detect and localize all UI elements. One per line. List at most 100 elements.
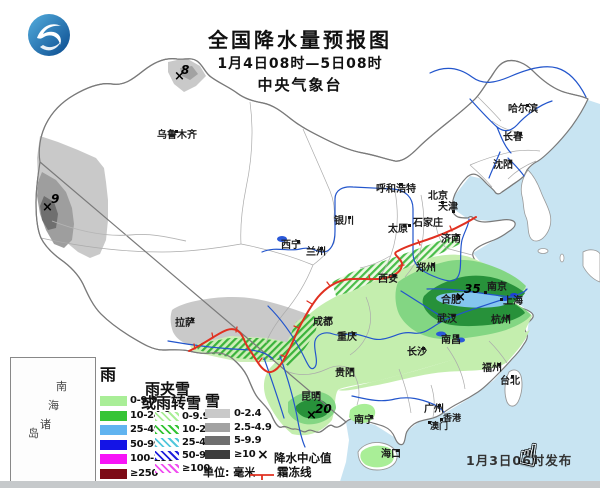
city-label: 西安	[378, 274, 398, 285]
mekong-river	[279, 355, 306, 448]
city-dot	[509, 160, 512, 163]
city-label: 南宁	[354, 415, 374, 426]
legend-sleet-swatch	[155, 438, 179, 447]
city-label: 济南	[441, 234, 461, 245]
rain-area-hainan	[360, 445, 395, 468]
city-dot	[452, 314, 455, 317]
legend-sleet-range-label: 50-99.9	[182, 450, 223, 461]
province-boundaries	[40, 96, 541, 418]
taiwan-island	[504, 369, 523, 407]
city-label: 郑州	[416, 263, 436, 274]
city-label: 上海	[503, 296, 523, 307]
city-dot	[440, 418, 443, 421]
pearl-river	[351, 395, 445, 413]
inset-sea-char: 诸	[40, 418, 51, 431]
huai-river	[426, 288, 522, 299]
city-label: 长春	[503, 132, 523, 143]
city-dot	[526, 104, 529, 107]
city-dot	[403, 224, 406, 227]
legend-snow-range-label: 0-2.4	[234, 408, 262, 419]
city-label: 石家庄	[413, 218, 443, 229]
inset-sea-char: 海	[48, 399, 59, 412]
precip-center-symbol: ×	[257, 447, 269, 463]
city-dot	[438, 404, 441, 407]
legend-sleet-header-1: 雨夹雪	[145, 380, 191, 398]
han-river	[400, 290, 445, 319]
city-dot	[441, 201, 444, 204]
legend-rain-swatch	[100, 425, 127, 435]
city-dot	[456, 234, 459, 237]
city-label: 海口	[381, 449, 401, 460]
city-dot	[370, 415, 373, 418]
city-dot	[519, 132, 522, 135]
yalu-river	[507, 157, 525, 177]
legend-snow-swatch	[205, 422, 230, 432]
frost-line-symbol	[249, 466, 275, 485]
city-label: 兰州	[306, 247, 326, 258]
page-title: 全国降水量预报图	[208, 28, 392, 52]
city-dot	[348, 216, 351, 219]
korea-peninsula	[520, 169, 552, 242]
city-label: 银川	[334, 216, 354, 227]
city-dot	[456, 295, 459, 298]
city-dot	[399, 183, 402, 186]
legend-rain-header: 雨	[100, 365, 117, 384]
legend-sleet-swatch	[155, 425, 179, 434]
city-dot	[428, 421, 431, 424]
city-dot	[297, 240, 300, 243]
city-dot	[350, 368, 353, 371]
city-label: 香港	[443, 414, 462, 424]
snow-area-north-xinjiang-core	[180, 66, 198, 80]
tsushima-island	[559, 253, 565, 263]
city-label: 天津	[438, 202, 458, 213]
bottom-edge-bar	[0, 481, 600, 488]
legend-rain-swatch	[100, 454, 127, 464]
city-dot	[422, 347, 425, 350]
city-dot	[456, 335, 459, 338]
snow-area-west-xinjiang	[37, 136, 108, 258]
legend-snow-swatch	[205, 436, 230, 445]
lakes	[277, 236, 509, 343]
songhua-river	[469, 98, 553, 132]
legend-snow-range-label: 2.5-4.9	[234, 421, 272, 433]
city-dot	[328, 317, 331, 320]
city-label: 合肥	[441, 295, 461, 306]
legend-sleet-range-label: 25-49.9	[182, 437, 223, 448]
legend-sleet-range-label: ≥100	[182, 463, 211, 474]
city-dot	[175, 130, 178, 133]
yangtze-river	[267, 288, 528, 370]
legend-snow-range-label: ≥10	[234, 448, 256, 460]
legend-sleet-header-2: 或雨转雪	[141, 394, 202, 412]
city-label: 成都	[313, 317, 333, 328]
city-label: 昆明	[301, 392, 321, 403]
city-label: 福州	[482, 363, 502, 374]
legend-sleet-swatch	[155, 464, 179, 473]
city-label: 沈阳	[493, 160, 513, 171]
city-label: 北京	[428, 191, 448, 202]
city-dot	[320, 247, 323, 250]
city-label: 南昌	[441, 335, 461, 346]
legend-rain-swatch	[100, 396, 127, 406]
precip-center-mark: ×	[42, 200, 53, 215]
legend-rain-range-label: ≥250	[130, 467, 159, 479]
inset-sea-char: 南	[56, 380, 67, 393]
city-label: 拉萨	[175, 318, 195, 329]
city-label: 哈尔滨	[508, 104, 538, 115]
city-label: 广州	[424, 404, 444, 415]
sleet-area-shaanxi-henan	[332, 236, 460, 296]
salween-river	[263, 357, 285, 419]
songhua-branch	[496, 126, 512, 154]
precip-center-legend-label: 降水中心值	[274, 451, 332, 465]
city-label: 乌鲁木齐	[157, 130, 197, 141]
city-dot	[408, 224, 411, 227]
legend-sleet-swatch	[155, 451, 179, 460]
city-label: 南京	[487, 282, 507, 293]
rain-area-main-light-south-edge	[338, 330, 530, 391]
precip-center-value: 35	[464, 282, 481, 296]
liao-river	[488, 151, 501, 179]
legend-rain-swatch	[100, 410, 127, 421]
legend-rain-range-label: 50-99.9	[130, 438, 171, 450]
precip-center-mark: ×	[174, 69, 185, 84]
legend-rain-range-label: 10-24.9	[130, 409, 171, 421]
legend-rain-range-label: 0-9.9	[130, 395, 158, 406]
